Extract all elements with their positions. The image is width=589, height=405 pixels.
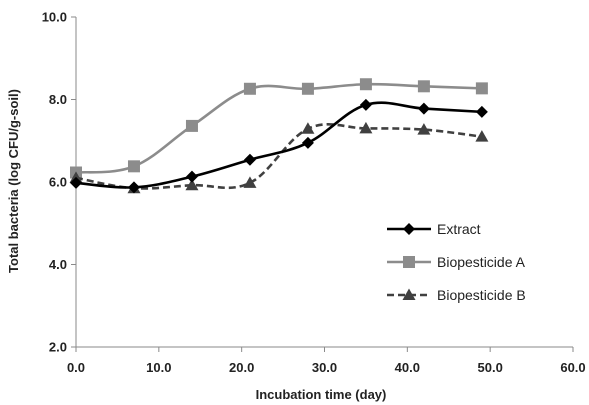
data-point: [185, 119, 198, 132]
y-tick-label: 8.0: [49, 92, 67, 107]
series-biopesticide-a: [70, 78, 488, 179]
data-point: [301, 122, 315, 134]
series-line-biopesticide-a: [75, 82, 482, 174]
data-point: [475, 82, 488, 95]
y-tick-label: 6.0: [49, 175, 67, 190]
legend-item-biopesticide-a: Biopesticide A: [387, 254, 526, 270]
data-point: [70, 176, 82, 189]
axes: 2.0 4.0 6.0 8.0 10.0 0.0 10.0 20.0 30.0 40.0 50.0 6…: [42, 10, 586, 376]
data-point: [301, 136, 314, 149]
series-line-extract: [75, 101, 482, 189]
x-axis-title: Incubation time (day): [256, 387, 387, 402]
x-tick-label: 0.0: [67, 360, 85, 375]
data-point: [359, 78, 372, 91]
legend-marker: [403, 256, 415, 268]
x-tick-label: 20.0: [229, 360, 254, 375]
series-layer: [69, 78, 489, 194]
data-point: [243, 153, 256, 166]
data-point: [417, 102, 430, 115]
data-point: [359, 98, 372, 111]
data-point: [185, 178, 199, 191]
data-point: [417, 80, 430, 93]
y-tick-label: 2.0: [49, 340, 67, 355]
legend-item-biopesticide-b: Biopesticide B: [387, 287, 526, 303]
series-line-biopesticide-b: [75, 123, 483, 190]
data-point: [185, 170, 198, 183]
y-axis-title: Total bacteria (log CFU/g-soil): [6, 89, 21, 273]
legend-label: Biopesticide A: [437, 254, 526, 270]
series-extract: [70, 98, 488, 194]
data-point: [127, 160, 140, 173]
data-point: [243, 82, 256, 95]
data-point: [243, 176, 257, 188]
legend: Extract Biopesticide A Biopesticide B: [387, 221, 526, 303]
data-point: [359, 121, 373, 134]
x-tick-label: 40.0: [395, 360, 420, 375]
legend-marker: [402, 288, 416, 300]
legend-label: Extract: [437, 221, 481, 237]
x-tick-label: 10.0: [146, 360, 171, 375]
data-point: [417, 123, 431, 135]
legend-item-extract: Extract: [387, 221, 481, 237]
x-tick-label: 60.0: [560, 360, 585, 375]
y-tick-label: 4.0: [49, 257, 67, 272]
series-biopesticide-b: [69, 121, 489, 194]
data-point: [301, 82, 314, 95]
data-point: [475, 130, 489, 142]
data-point: [475, 105, 488, 118]
legend-label: Biopesticide B: [437, 287, 526, 303]
x-tick-label: 30.0: [312, 360, 337, 375]
data-point: [127, 181, 140, 194]
y-tick-label: 10.0: [42, 10, 67, 25]
legend-marker: [403, 223, 415, 235]
x-tick-label: 50.0: [478, 360, 503, 375]
